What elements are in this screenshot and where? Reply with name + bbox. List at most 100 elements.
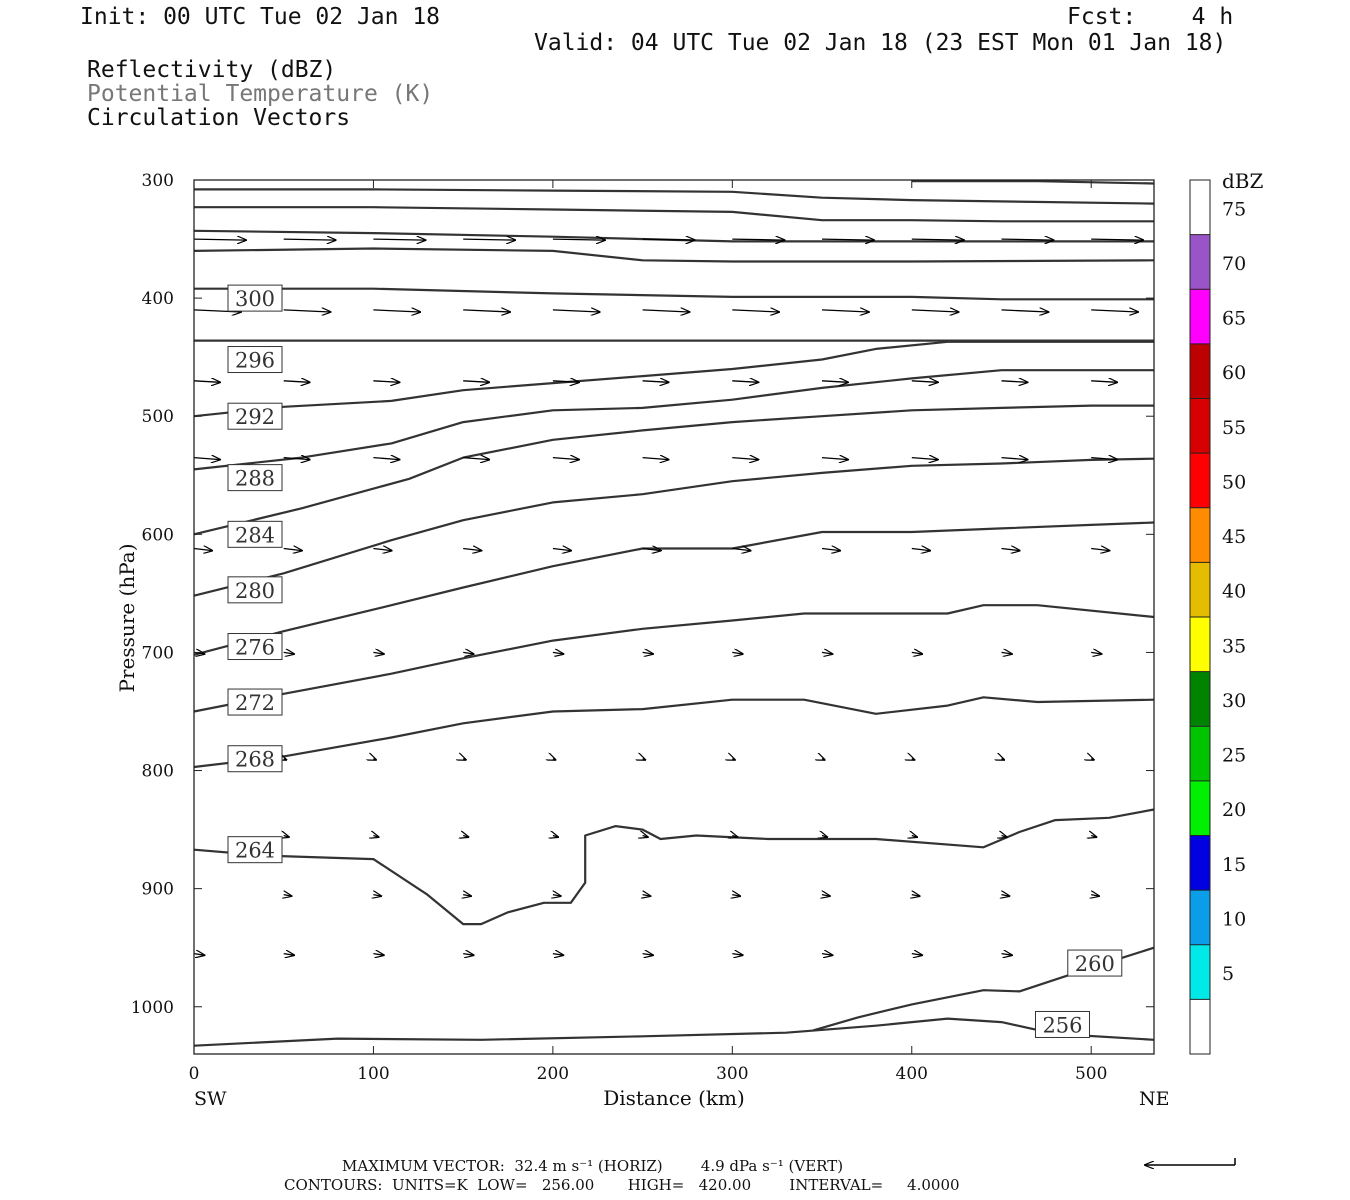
circulation-vector [373,954,383,956]
colorbar-label: 70 [1222,253,1246,275]
isentrope-label-box [227,520,283,548]
circulation-vector [463,310,510,312]
circulation-vector [642,310,690,312]
isentrope-label-box [227,402,283,430]
circulation-vector [463,836,468,838]
circulation-vector [553,836,558,838]
circulation-vector [1091,381,1117,383]
circulation-vector [732,895,740,897]
circulation-vector [643,836,648,838]
colorbar-label: 10 [1222,908,1246,930]
isentrope-label: 256 [1042,1013,1082,1037]
circulation-vector [1002,836,1007,838]
y-tick-label: 600 [142,525,174,545]
circulation-vector [1001,458,1028,460]
circulation-vector [193,310,241,312]
isentrope-272 [193,604,1155,713]
colorbar-segment [1190,507,1210,563]
circulation-vector [642,549,661,551]
circulation-vector [193,381,220,383]
isentrope-label: 284 [235,523,275,547]
isentrope-label: 280 [235,579,275,603]
colorbar-label: 25 [1222,745,1246,767]
circulation-vector [553,895,561,897]
circulation-vector [193,458,220,460]
circulation-vector [732,310,779,312]
circulation-vector [463,549,481,551]
isentrope-label-box [227,576,283,604]
circulation-vector [642,381,669,383]
colorbar-label: 20 [1222,799,1246,821]
colorbar-segment [1190,999,1210,1054]
colorbar-segment [1190,890,1210,945]
x-tick-label: 100 [357,1064,389,1084]
colorbar-segment [1190,180,1210,235]
circulation-vector [552,458,579,460]
circulation-vector [463,759,466,760]
colorbar-segment [1190,617,1210,672]
circulation-vector [912,836,917,838]
circulation-vector [821,310,869,312]
colorbar-segment [1190,234,1210,290]
init-time: Init: 00 UTC Tue 02 Jan 18 [80,4,441,30]
isentrope-label: 272 [235,691,275,715]
circulation-vector [1002,759,1005,760]
circulation-vector [283,458,310,460]
colorbar-label: 60 [1222,362,1246,384]
circulation-vector [283,239,336,240]
circulation-vector [283,549,302,551]
circulation-vector [373,239,425,240]
circulation-vector [1091,836,1096,838]
colorbar-segment [1190,453,1210,508]
circulation-vector [373,458,399,460]
circulation-vector [373,895,381,897]
circulation-vector [821,954,832,956]
circulation-vector [373,652,383,654]
circulation-vector [463,954,473,956]
contour-info: CONTOURS: UNITS=K LOW= 256.00 HIGH= 420.… [284,1176,960,1194]
max-vector-note: MAXIMUM VECTOR: 32.4 m s⁻¹ (HORIZ) 4.9 d… [342,1157,844,1175]
circulation-vector [1091,759,1094,760]
colorbar-segment [1190,780,1210,836]
colorbar-label: 55 [1222,417,1246,439]
colorbar-segment [1190,398,1210,454]
x-tick-label: 400 [896,1064,928,1084]
circulation-vector [911,381,938,383]
colorbar: 5 10 15 20 25 30 35 40 45 50 55 60 65 70 75 [1189,179,1246,1055]
colorbar-segment [1190,944,1210,1000]
circulation-vector [732,239,784,240]
circulation-vector [1091,239,1143,240]
colorbar-segment [1190,343,1210,399]
isentrope-label: 300 [235,287,275,311]
y-tick-label: 900 [142,880,174,900]
isentrope-268 [193,696,1155,769]
colorbar-label: 30 [1222,690,1246,712]
x-axis-label: Distance (km) [603,1086,745,1110]
circulation-vector [821,549,840,551]
circulation-vector [732,759,735,760]
circulation-vector [732,954,742,956]
circulation-vector [552,954,563,956]
isentrope-276 [193,521,1155,656]
circulation-vector [732,836,737,838]
circulation-vector [552,381,579,383]
circulation-vector [373,836,378,838]
y-tick-label: 800 [142,762,174,782]
isentrope-300 [194,287,1154,301]
field-potential-temperature: Potential Temperature (K) [87,81,434,107]
circulation-vector [642,954,653,956]
isentrope-288 [193,369,1154,471]
isentrope-label-box [227,745,283,773]
forecast-hour: Fcst: 4 h [1067,4,1234,30]
circulation-vector [373,381,399,383]
circulation-vector [642,239,695,240]
isentrope-label-box [227,836,283,864]
circulation-vector [552,310,600,312]
circulation-vector [1091,652,1101,654]
isentrope-label: 268 [235,748,275,772]
isentrope-label-box [1067,949,1123,977]
circulation-vector [1001,381,1028,383]
circulation-vector [463,239,515,240]
circulation-vector [463,458,489,460]
